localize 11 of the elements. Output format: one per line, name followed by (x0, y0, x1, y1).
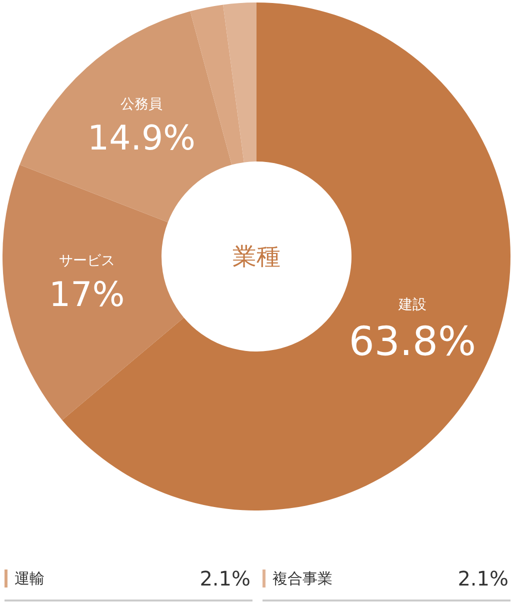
slice-label: サービス (58, 252, 115, 269)
data-label: 2.1% (200, 566, 250, 590)
legend-label: 運輸 (14, 570, 44, 588)
data-label: 14.9% (87, 118, 196, 159)
data-label: 2.1% (458, 566, 508, 590)
slice-label: 公務員 (120, 96, 162, 113)
slice-label: 建設 (397, 297, 426, 314)
text: 業種 (232, 242, 280, 270)
data-label: 17% (49, 274, 125, 315)
legend-label: 複合事業 (272, 570, 332, 588)
data-label: 63.8% (348, 319, 476, 366)
